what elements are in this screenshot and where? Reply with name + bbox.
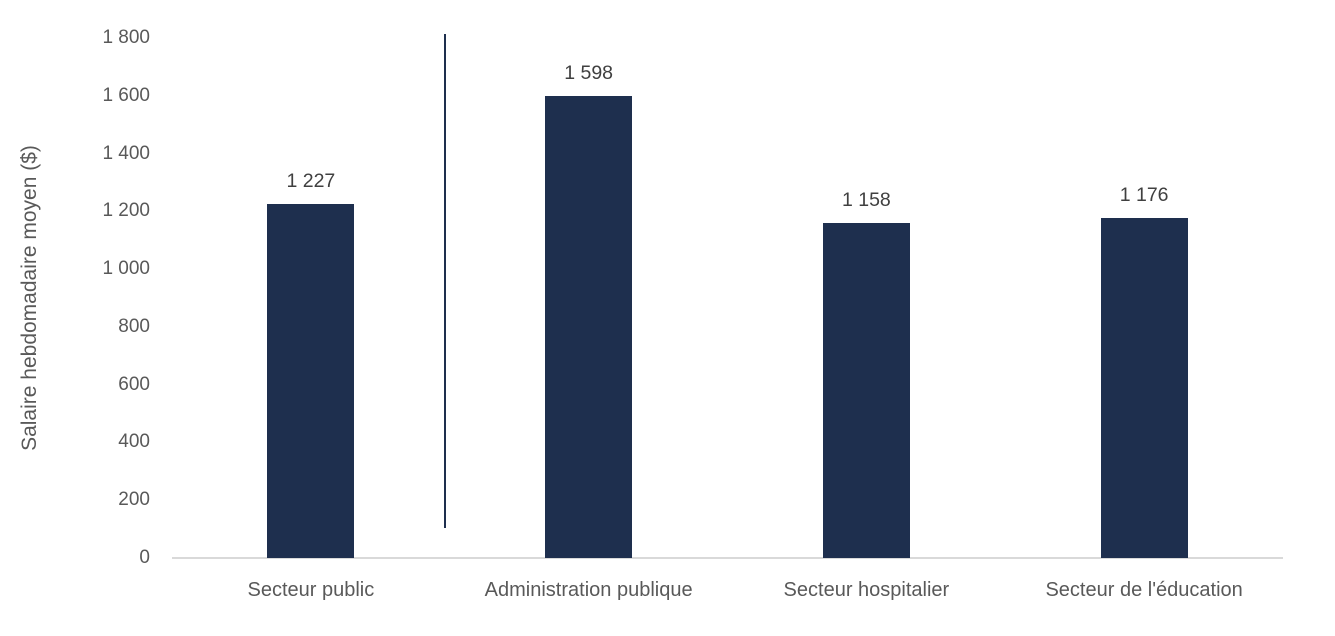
x-category-label: Secteur de l'éducation [1045, 579, 1243, 601]
y-tick-label: 1 200 [102, 200, 150, 222]
bar [545, 96, 633, 558]
bar-value-label: 1 598 [564, 62, 614, 85]
y-tick-label: 1 400 [102, 142, 150, 164]
bar [822, 223, 910, 558]
bar [267, 203, 355, 558]
y-tick-label: 600 [118, 373, 150, 395]
y-tick-label: 800 [118, 315, 150, 337]
bar-value-label: 1 176 [1119, 184, 1169, 207]
y-tick-label: 1 000 [102, 258, 150, 280]
y-tick-label: 1 600 [102, 84, 150, 106]
y-axis-title: Salaire hebdomadaire moyen ($) [18, 145, 41, 451]
bar [1100, 218, 1188, 558]
bar-value-label: 1 227 [286, 169, 336, 192]
y-tick-label: 200 [118, 489, 150, 511]
x-axis-line [172, 557, 1283, 559]
x-category-label: Secteur hospitalier [783, 579, 950, 601]
separator-line [443, 33, 446, 528]
x-category-label: Administration publique [484, 579, 693, 601]
y-tick-label: 0 [139, 547, 150, 568]
bar-value-label: 1 158 [841, 189, 891, 212]
y-tick-label: 1 800 [102, 27, 150, 48]
y-tick-label: 400 [118, 431, 150, 453]
x-category-label: Secteur public [247, 579, 375, 601]
